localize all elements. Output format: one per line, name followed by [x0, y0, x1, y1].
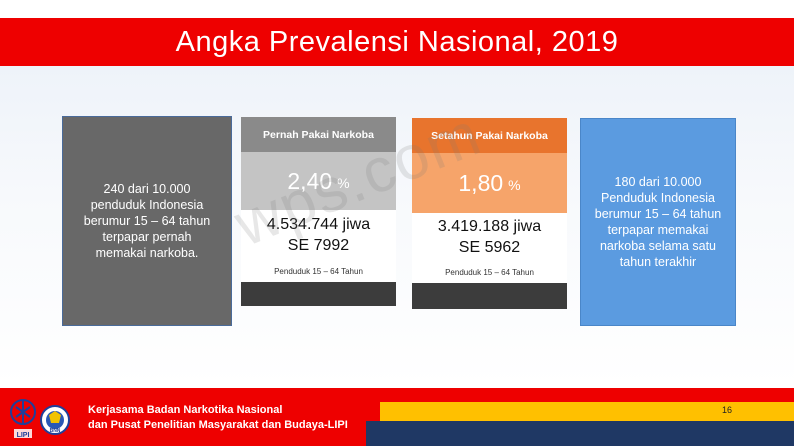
right-info-line: berumur 15 – 64 tahun	[594, 207, 722, 221]
card-percent-value: 1,80	[458, 169, 504, 196]
card-percent-unit: %	[337, 175, 350, 191]
lipi-logo-icon: LIPI	[10, 399, 36, 439]
lipi-logo-text: LIPI	[17, 432, 30, 439]
footer-credit: Kerjasama Badan Narkotika Nasional dan P…	[88, 403, 348, 433]
left-info-text: 240 dari 10.000 penduduk Indonesia berum…	[84, 181, 210, 261]
left-info-line: 240 dari 10.000	[103, 182, 191, 196]
footer-navy-strip	[366, 421, 794, 446]
footer-credit-line1: Kerjasama Badan Narkotika Nasional	[88, 404, 283, 416]
card-setahun-pakai: Setahun Pakai Narkoba 1,80 % 3.419.188 j…	[412, 118, 567, 309]
footer-yellow-strip	[380, 402, 794, 421]
card-se: SE 7992	[287, 237, 350, 254]
card-population-label: Penduduk 15 – 64 Tahun	[412, 261, 567, 283]
card-footer-bar	[241, 282, 396, 306]
right-info-line: tahun terakhir	[619, 255, 697, 269]
left-info-line: penduduk Indonesia	[90, 198, 204, 212]
footer-credit-line2: dan Pusat Penelitian Masyarakat dan Buda…	[88, 419, 348, 431]
card-header: Pernah Pakai Narkoba	[241, 117, 396, 152]
card-pernah-pakai: Pernah Pakai Narkoba 2,40 % 4.534.744 ji…	[241, 117, 396, 306]
card-count: 3.419.188 jiwa	[437, 218, 542, 235]
slide-title: Angka Prevalensi Nasional, 2019	[175, 25, 619, 58]
right-info-text: 180 dari 10.000 Penduduk Indonesia berum…	[595, 174, 721, 270]
card-header: Setahun Pakai Narkoba	[412, 118, 567, 153]
left-info-box: 240 dari 10.000 penduduk Indonesia berum…	[62, 116, 232, 326]
right-info-line: Penduduk Indonesia	[601, 191, 715, 205]
right-info-line: narkoba selama satu	[599, 239, 717, 253]
right-info-box: 180 dari 10.000 Penduduk Indonesia berum…	[580, 118, 736, 326]
card-percent-panel: 1,80 %	[412, 153, 567, 213]
left-info-line: terpapar pernah	[102, 230, 192, 244]
card-population-label: Penduduk 15 – 64 Tahun	[241, 260, 396, 282]
card-percent-unit: %	[508, 177, 521, 193]
card-count-panel: 3.419.188 jiwa SE 5962	[412, 213, 567, 261]
card-footer-bar	[412, 283, 567, 309]
card-se: SE 5962	[458, 239, 521, 256]
bnn-logo-icon: BNN	[40, 405, 70, 435]
card-count: 4.534.744 jiwa	[266, 216, 371, 233]
left-info-line: memakai narkoba.	[95, 246, 199, 260]
card-count-panel: 4.534.744 jiwa SE 7992	[241, 210, 396, 260]
bnn-logo-text: BNN	[50, 428, 61, 434]
card-percent-panel: 2,40 %	[241, 152, 396, 210]
right-info-line: 180 dari 10.000	[614, 175, 702, 189]
right-info-line: terpapar memakai	[607, 223, 709, 237]
title-bar: Angka Prevalensi Nasional, 2019	[0, 18, 794, 66]
page-number: 16	[722, 405, 733, 415]
left-info-line: berumur 15 – 64 tahun	[83, 214, 211, 228]
card-percent-value: 2,40	[287, 167, 333, 194]
